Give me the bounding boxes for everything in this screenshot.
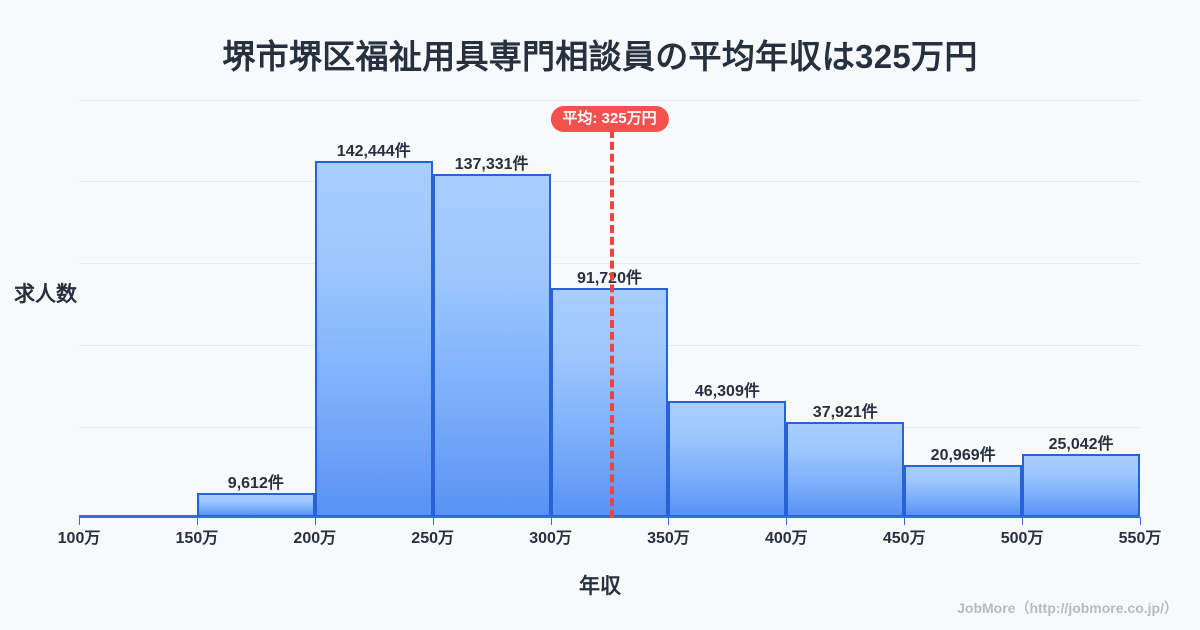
x-axis-tick-label: 350万 — [647, 530, 690, 547]
bar-350-400[interactable] — [668, 401, 787, 517]
x-axis-tick-mark — [1022, 517, 1024, 525]
x-axis-tick-mark — [314, 517, 316, 525]
page-title: 堺市堺区福祉用具専門相談員の平均年収は325万円 — [222, 38, 978, 75]
x-axis-tick-label: 450万 — [882, 530, 926, 547]
gridline — [79, 100, 1140, 101]
x-axis-tick-label: 100万 — [57, 530, 101, 547]
x-axis-tick-mark — [79, 517, 80, 525]
average-line-marker — [609, 130, 614, 518]
bar-value-label: 46,309件 — [694, 383, 760, 400]
bar-300-350[interactable] — [550, 288, 669, 517]
bar-250-300[interactable] — [432, 174, 551, 517]
bar-value-label: 37,921件 — [812, 404, 878, 421]
x-axis-tick-label: 550万 — [1118, 530, 1162, 547]
x-axis-tick-label: 400万 — [764, 530, 808, 547]
x-axis-tick-mark — [196, 517, 198, 525]
bar-value-label: 142,444件 — [336, 143, 411, 160]
x-axis-tick-mark — [904, 517, 906, 525]
x-axis-tick-label: 500万 — [1000, 530, 1044, 547]
x-axis-tick-label: 250万 — [411, 530, 455, 547]
bar-value-label: 20,969件 — [930, 447, 996, 464]
x-axis-tick-mark — [432, 517, 434, 525]
average-badge: 平均: 325万円 — [550, 106, 669, 132]
chart-plot-area — [79, 90, 1140, 517]
footer-credit: JobMore（http://jobmore.co.jp/） — [957, 600, 1178, 616]
bar-value-label: 137,331件 — [454, 156, 529, 173]
x-axis-label: 年収 — [579, 575, 621, 598]
x-axis-tick-mark — [550, 517, 552, 525]
x-axis-tick-mark — [786, 517, 788, 525]
bar-500-550[interactable] — [1022, 454, 1140, 517]
bar-450-500[interactable] — [904, 465, 1023, 517]
y-axis-label: 求人数 — [14, 283, 77, 306]
x-axis-tick-mark — [1140, 517, 1141, 525]
x-axis-tick-label: 150万 — [175, 530, 219, 547]
x-axis-tick-mark — [668, 517, 670, 525]
x-axis-tick-label: 300万 — [529, 530, 572, 547]
x-axis-tick-label: 200万 — [293, 530, 337, 547]
bar-150-200[interactable] — [196, 493, 315, 517]
bar-200-250[interactable] — [314, 161, 433, 517]
bar-value-label: 25,042件 — [1048, 436, 1114, 453]
bar-value-label: 9,612件 — [227, 475, 284, 492]
bar-400-450[interactable] — [786, 422, 905, 517]
